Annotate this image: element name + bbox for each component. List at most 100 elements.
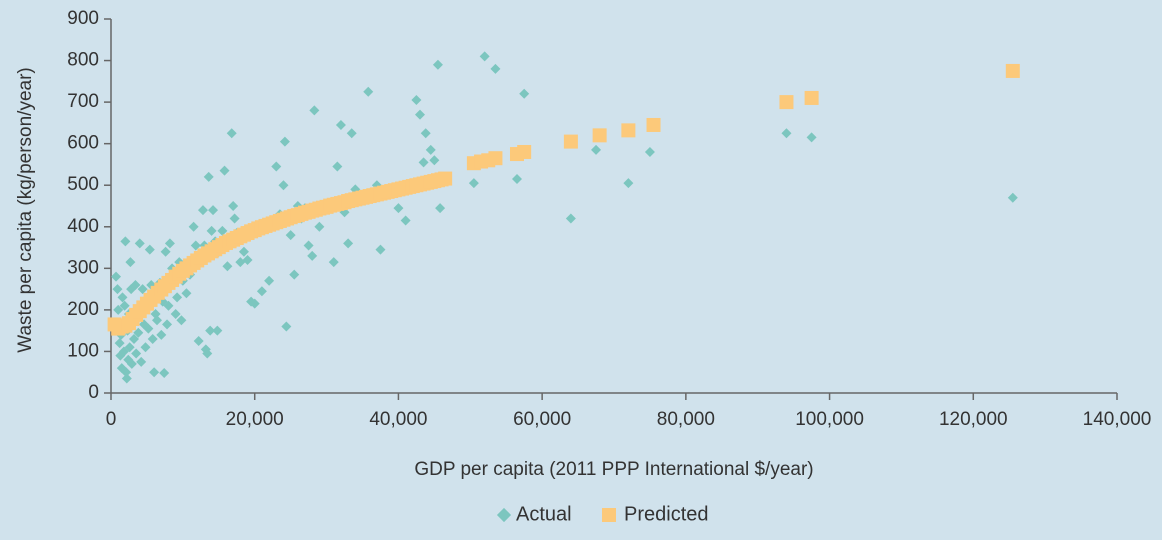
y-tick-label: 700	[67, 91, 99, 112]
y-axis-title: Waste per capita (kg/person/year)	[15, 67, 36, 352]
actual-point	[206, 225, 217, 236]
y-tick-label: 0	[88, 382, 99, 403]
actual-point	[309, 105, 320, 116]
actual-point	[197, 205, 208, 216]
legend-predicted-label: Predicted	[624, 503, 709, 525]
actual-point	[193, 336, 204, 347]
actual-point	[644, 146, 655, 157]
actual-point	[432, 59, 443, 70]
actual-point	[435, 203, 446, 214]
actual-point	[279, 136, 290, 147]
actual-point	[511, 173, 522, 184]
actual-point	[393, 203, 404, 214]
actual-point	[400, 215, 411, 226]
x-tick-label: 140,000	[1083, 409, 1152, 430]
x-tick-label: 40,000	[369, 409, 427, 430]
actual-point	[125, 257, 136, 268]
actual-point	[806, 132, 817, 143]
actual-point	[136, 356, 147, 367]
actual-point	[332, 161, 343, 172]
x-tick-label: 0	[106, 409, 117, 430]
actual-point	[222, 261, 233, 272]
y-tick-label: 100	[67, 340, 99, 361]
actual-point	[281, 321, 292, 332]
actual-point	[117, 292, 128, 303]
actual-point	[490, 63, 501, 74]
actual-point	[226, 128, 237, 139]
actual-point	[137, 284, 148, 295]
actual-point	[212, 325, 223, 336]
predicted-point	[804, 90, 819, 105]
actual-point	[151, 315, 162, 326]
actual-point	[242, 255, 253, 266]
predicted-point	[517, 144, 532, 159]
actual-point	[519, 88, 530, 99]
actual-point	[149, 367, 160, 378]
actual-point	[163, 300, 174, 311]
actual-point	[181, 288, 192, 299]
predicted-point	[488, 151, 503, 166]
actual-point	[172, 292, 183, 303]
actual-point	[414, 109, 425, 120]
actual-point	[217, 225, 228, 236]
actual-point	[134, 238, 145, 249]
actual-point	[156, 329, 167, 340]
actual-point	[170, 309, 181, 320]
actual-point	[289, 269, 300, 280]
actual-point	[468, 178, 479, 189]
actual-point	[363, 86, 374, 97]
x-tick-label: 20,000	[226, 409, 284, 430]
x-tick-label: 80,000	[657, 409, 715, 430]
y-tick-label: 400	[67, 216, 99, 237]
actual-point	[343, 238, 354, 249]
actual-point	[264, 275, 275, 286]
actual-point	[126, 358, 137, 369]
x-tick-label: 100,000	[795, 409, 864, 430]
actual-point	[307, 250, 318, 261]
actual-point	[229, 213, 240, 224]
actual-point	[176, 315, 187, 326]
actual-point	[375, 244, 386, 255]
actual-point	[130, 279, 141, 290]
actual-point	[328, 257, 339, 268]
actual-point	[346, 128, 357, 139]
actual-point	[565, 213, 576, 224]
predicted-point	[779, 95, 794, 110]
actual-series	[111, 51, 1018, 384]
actual-point	[591, 144, 602, 155]
predicted-point	[621, 123, 636, 138]
actual-point	[133, 327, 144, 338]
legend: Actual Predicted	[496, 503, 709, 525]
actual-point	[303, 240, 314, 251]
actual-point	[113, 304, 124, 315]
y-tick-label: 500	[67, 174, 99, 195]
legend-actual-label: Actual	[516, 503, 572, 525]
actual-point	[112, 284, 123, 295]
actual-point	[203, 171, 214, 182]
actual-point	[208, 205, 219, 216]
actual-point	[120, 236, 131, 247]
actual-point	[202, 348, 213, 359]
predicted-series	[107, 63, 1020, 336]
predicted-point	[438, 171, 453, 186]
actual-point	[160, 246, 171, 257]
actual-point	[124, 342, 135, 353]
x-axis-title: GDP per capita (2011 PPP International $…	[414, 459, 813, 480]
actual-point	[164, 238, 175, 249]
actual-point	[238, 246, 249, 257]
actual-point	[143, 323, 154, 334]
actual-point	[111, 271, 122, 282]
actual-point	[420, 128, 431, 139]
actual-point	[162, 319, 173, 330]
actual-point	[235, 257, 246, 268]
actual-point	[159, 368, 170, 379]
predicted-point	[563, 134, 578, 149]
x-tick-label: 60,000	[513, 409, 571, 430]
x-tick-label: 120,000	[939, 409, 1008, 430]
actual-point	[781, 128, 792, 139]
actual-point	[429, 155, 440, 166]
actual-point	[131, 348, 142, 359]
actual-point	[119, 300, 130, 311]
actual-point	[128, 333, 139, 344]
